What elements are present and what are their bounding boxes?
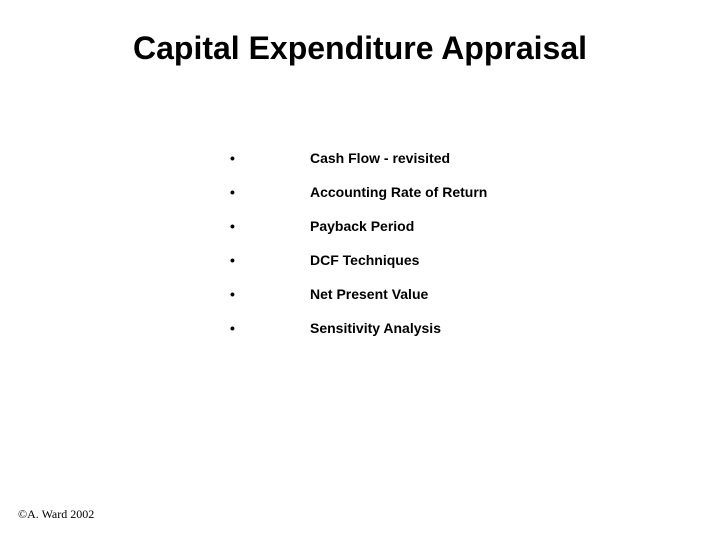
list-item: • Accounting Rate of Return	[230, 184, 487, 200]
bullet-marker: •	[230, 184, 310, 200]
list-item: • Sensitivity Analysis	[230, 320, 487, 336]
bullet-text: Sensitivity Analysis	[310, 320, 441, 336]
list-item: • Payback Period	[230, 218, 487, 234]
slide-title: Capital Expenditure Appraisal	[0, 30, 720, 67]
bullet-text: DCF Techniques	[310, 252, 419, 268]
bullet-marker: •	[230, 320, 310, 336]
bullet-text: Payback Period	[310, 218, 414, 234]
bullet-list: • Cash Flow - revisited • Accounting Rat…	[230, 150, 487, 354]
bullet-marker: •	[230, 218, 310, 234]
bullet-text: Net Present Value	[310, 286, 428, 302]
list-item: • Cash Flow - revisited	[230, 150, 487, 166]
list-item: • Net Present Value	[230, 286, 487, 302]
bullet-marker: •	[230, 252, 310, 268]
bullet-marker: •	[230, 150, 310, 166]
footer-copyright: ©A. Ward 2002	[18, 507, 94, 522]
list-item: • DCF Techniques	[230, 252, 487, 268]
bullet-text: Cash Flow - revisited	[310, 150, 450, 166]
bullet-marker: •	[230, 286, 310, 302]
bullet-text: Accounting Rate of Return	[310, 184, 487, 200]
